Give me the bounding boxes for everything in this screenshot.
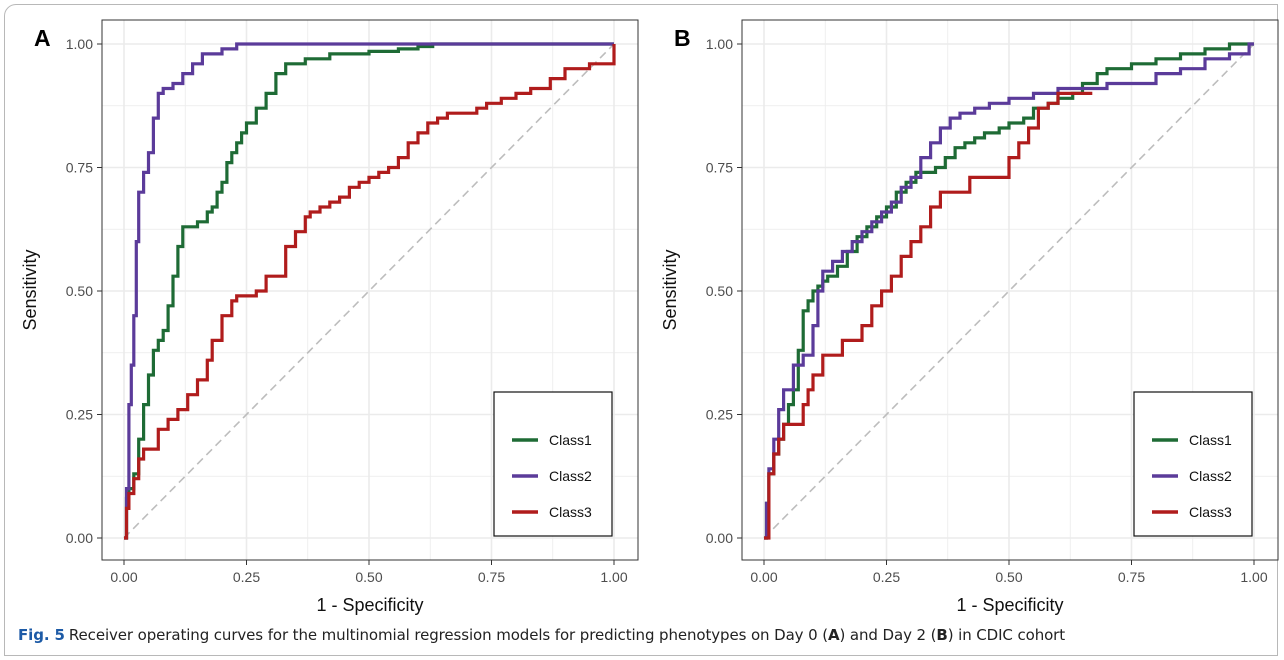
panel-a-plot: 0.00 0.25 0.50 0.75 1.00 0.00 0.25 0.50 0.75 1.00… [20, 19, 639, 615]
panel-b-y-tick-label: 0.75 [706, 160, 733, 176]
panel-b-legend-label-class1: Class1 [1189, 432, 1232, 448]
panel-a-legend-label-class3: Class3 [549, 504, 592, 520]
panel-b-panel-label: B [674, 25, 691, 51]
panel-b-y-tick-label: 0.00 [706, 530, 733, 546]
panel-a-legend: Class1 Class2 Class3 [493, 391, 613, 537]
panel-a-y-tick-label: 0.50 [66, 283, 93, 299]
caption-panel-b: B [936, 626, 948, 644]
caption-text-3: ) in CDIC cohort [947, 626, 1066, 644]
panel-a-y-axis-label: Sensitivity [20, 249, 40, 330]
panel-a-panel-label: A [34, 25, 51, 51]
panel-b-x-tick-label: 1.00 [1240, 569, 1267, 585]
panel-b-legend: Class1 Class2 Class3 [1133, 391, 1253, 537]
panel-a-legend-label-class1: Class1 [549, 432, 592, 448]
panel-a-x-tick-label: 0.25 [233, 569, 260, 585]
panel-a-x-axis-label: 1 - Specificity [316, 595, 423, 615]
panel-b-y-axis-label: Sensitivity [660, 249, 680, 330]
figure-caption: Fig. 5 Receiver operating curves for the … [18, 626, 1065, 644]
panel-b-series-class1 [764, 42, 1254, 540]
panel-b-x-axis-label: 1 - Specificity [956, 595, 1063, 615]
panel-a-x-tick-label: 0.75 [478, 569, 505, 585]
panel-a-y-tick-label: 1.00 [66, 36, 93, 52]
panel-a-series-class3 [124, 44, 616, 540]
caption-text-2: ) and Day 2 ( [839, 626, 937, 644]
panel-a-series-class2 [124, 42, 614, 540]
panel-b-legend-label-class2: Class2 [1189, 468, 1232, 484]
panel-b-y-tick-label: 1.00 [706, 36, 733, 52]
panel-b-x-tick-label: 0.25 [873, 569, 900, 585]
panel-a-y-tick-label: 0.75 [66, 160, 93, 176]
panel-a-y-tick-label: 0.00 [66, 530, 93, 546]
panel-a-series-class1 [124, 42, 614, 540]
panel-b-x-tick-label: 0.50 [995, 569, 1022, 585]
panel-b-plot: 0.00 0.25 0.50 0.75 1.00 0.00 0.25 0.50 0.75 1.00… [660, 19, 1279, 615]
panel-b-x-tick-label: 0.75 [1118, 569, 1145, 585]
panel-b-series-class2 [764, 42, 1254, 540]
caption-panel-a: A [828, 626, 840, 644]
panel-a-x-tick-label: 0.00 [110, 569, 137, 585]
panel-b-series-class3 [764, 91, 1093, 540]
panel-b-legend-label-class3: Class3 [1189, 504, 1232, 520]
panel-b-reference-diagonal [763, 43, 1255, 539]
panel-b-x-tick-label: 0.00 [750, 569, 777, 585]
caption-text-1: Receiver operating curves for the multin… [68, 626, 828, 644]
panel-a-y-tick-label: 0.25 [66, 407, 93, 423]
panel-a-reference-diagonal [123, 43, 615, 539]
panel-a-border [101, 19, 639, 561]
panel-b-y-tick-label: 0.50 [706, 283, 733, 299]
figure-number: Fig. 5 [18, 626, 65, 644]
panel-a-x-tick-label: 1.00 [600, 569, 627, 585]
panel-b-border [741, 19, 1279, 561]
panel-a-x-tick-label: 0.50 [355, 569, 382, 585]
panel-b-y-tick-label: 0.25 [706, 407, 733, 423]
panel-a-legend-label-class2: Class2 [549, 468, 592, 484]
